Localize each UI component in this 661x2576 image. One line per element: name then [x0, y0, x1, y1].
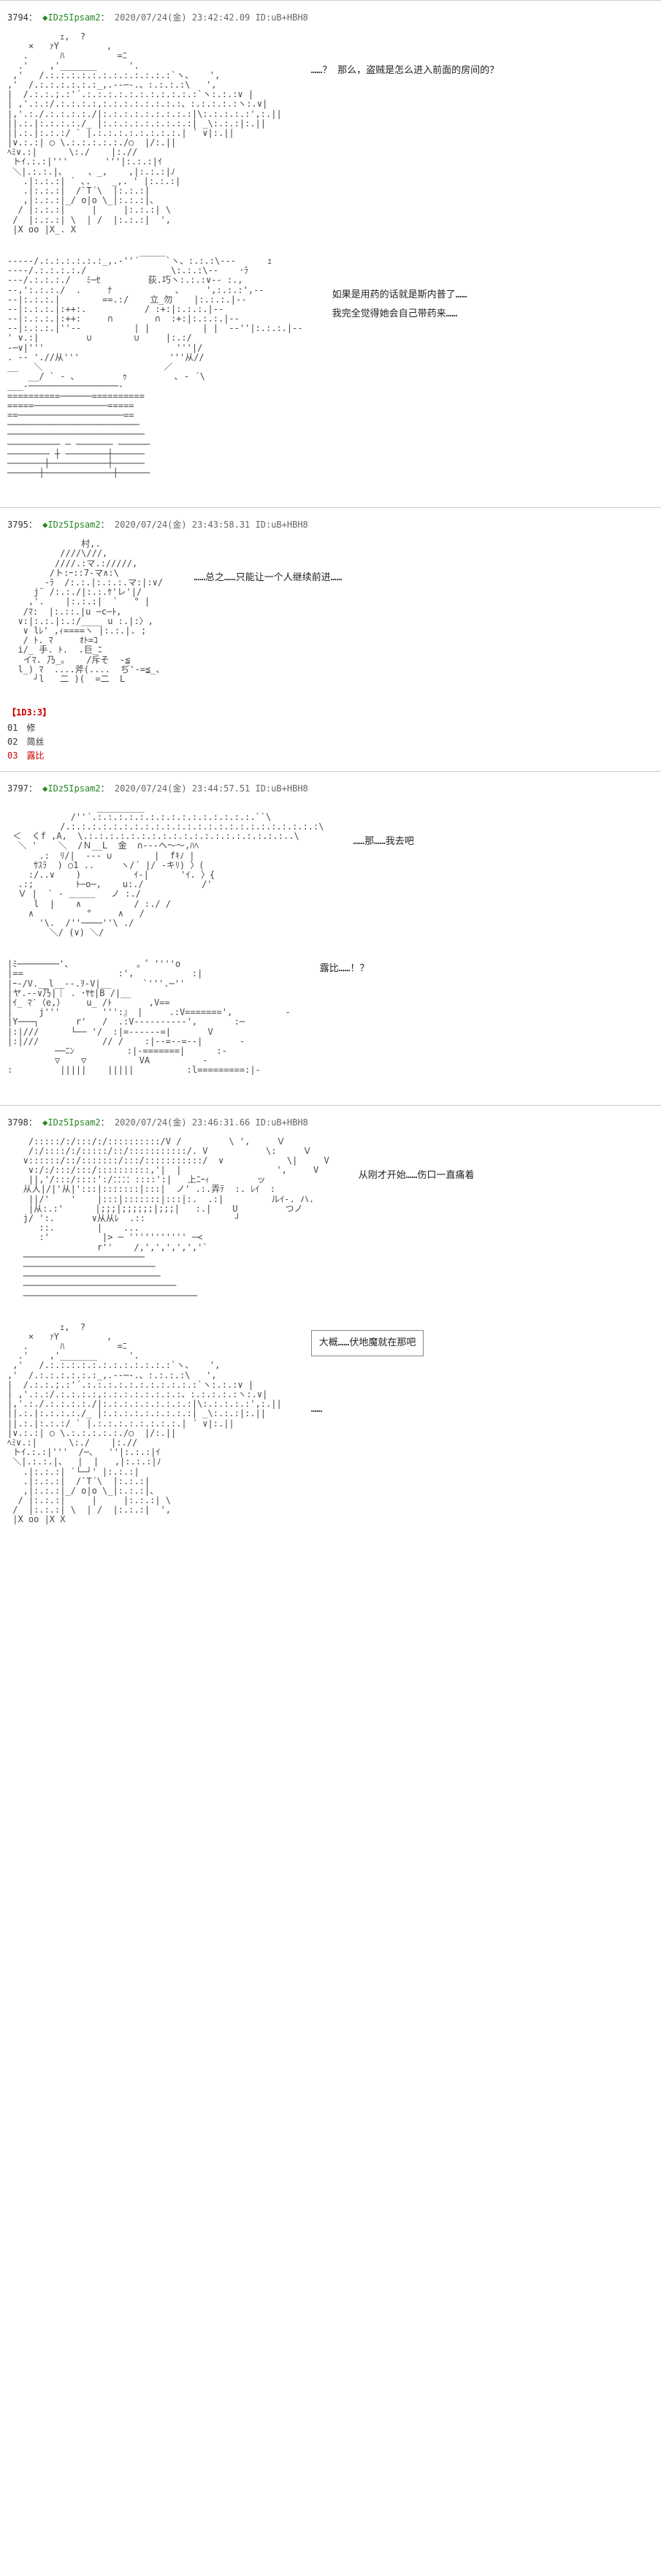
- post-date: 2020/07/24(金): [115, 783, 187, 794]
- dice-roll: 【1D3:3】: [7, 706, 661, 718]
- dialog-text: ……那……我去吧: [353, 832, 413, 851]
- dialog-line: 从刚才开始……伤口一直痛着: [359, 1170, 475, 1181]
- post: 3798： ◆IDz5Ipsam2： 2020/07/24(金) 23:46:3…: [0, 1105, 661, 1554]
- dialog-line: 露比……！？: [320, 963, 370, 974]
- post-header: 3794： ◆IDz5Ipsam2： 2020/07/24(金) 23:42:4…: [7, 11, 661, 23]
- dialog-line: ……: [311, 1400, 424, 1419]
- post-date: 2020/07/24(金): [115, 520, 187, 530]
- choice-num: 01: [7, 723, 18, 733]
- post-trip: ◆IDz5Ipsam2: [42, 783, 100, 794]
- dialog-line: ……总之……只能让一个人继续前进……: [194, 572, 342, 583]
- ascii-art: ｪ, ? × ｧY , . ﾊ =ﾆ .' ,'_______ '. ,' /.…: [7, 1323, 282, 1525]
- post-time: 23:44:57.51: [192, 783, 250, 794]
- choice-num: 03: [7, 751, 18, 761]
- dialog-line: ……那……我去吧: [353, 836, 413, 847]
- dialog-line: 如果是用药的话就是斯内普了……: [332, 286, 467, 305]
- post-trip: ◆IDz5Ipsam2: [42, 520, 100, 530]
- post-header: 3798： ◆IDz5Ipsam2： 2020/07/24(金) 23:46:3…: [7, 1116, 661, 1128]
- post-id: ID:uB+HBH8: [256, 520, 308, 530]
- dialog-text: 大概……伏地魔就在那吧 ……: [311, 1330, 424, 1419]
- post-number: 3795: [7, 520, 28, 530]
- post-trip: ◆IDz5Ipsam2: [42, 1117, 100, 1128]
- post-number: 3794: [7, 12, 28, 23]
- dialog-text: ……？ 那么，盗贼是怎么进入前面的房间的？: [311, 61, 499, 80]
- choice-text: 简丝: [26, 737, 44, 747]
- post: 3797： ◆IDz5Ipsam2： 2020/07/24(金) 23:44:5…: [0, 771, 661, 1105]
- ascii-art: |ﾐ────────'、 。゜''''o |== :', :| |ｰ‐/V.__…: [7, 960, 291, 1075]
- post: 3794： ◆IDz5Ipsam2： 2020/07/24(金) 23:42:4…: [0, 0, 661, 507]
- post-time: 23:42:42.09: [192, 12, 250, 23]
- post-id: ID:uB+HBH8: [256, 783, 308, 794]
- post-header: 3797： ◆IDz5Ipsam2： 2020/07/24(金) 23:44:5…: [7, 782, 661, 794]
- post-id: ID:uB+HBH8: [256, 12, 308, 23]
- choice-text: 露比: [26, 751, 44, 761]
- choices-list: 01 修 02 简丝 03 露比: [7, 721, 661, 764]
- choice-num: 02: [7, 737, 18, 747]
- ascii-art: 村,. ////\///, ////.:マ.://///, /ト:ｰ::7‐マ∧…: [7, 539, 164, 684]
- post-time: 23:43:58.31: [192, 520, 250, 530]
- dialog-text: ……总之……只能让一个人继续前进……: [194, 569, 342, 588]
- ascii-art: /:::::/:/:::/:/::::::::::/V / \ ', Ｖ /:/…: [7, 1137, 329, 1301]
- dialog-text: 露比……！？: [320, 960, 370, 979]
- post: 3795： ◆IDz5Ipsam2： 2020/07/24(金) 23:43:5…: [0, 507, 661, 770]
- ascii-art: _________ /''´.:.:.:.:.:.:.:.:.:.:.:.:.:…: [7, 803, 324, 938]
- post-time: 23:46:31.66: [192, 1117, 250, 1128]
- ascii-art: ｪ, ? × ｧY , . ﾊ =ﾆ .' ,'_______ '. ,' /.…: [7, 32, 282, 235]
- choice-text: 修: [26, 723, 35, 733]
- ascii-art: -----/.:.:.:.:.:.:_,.-''´￣￣￣`ヽ、:.:.:\---…: [7, 257, 303, 478]
- post-date: 2020/07/24(金): [115, 1117, 187, 1128]
- post-number: 3797: [7, 783, 28, 794]
- post-id: ID:uB+HBH8: [256, 1117, 308, 1128]
- post-trip: ◆IDz5Ipsam2: [42, 12, 100, 23]
- dialog-text: 如果是用药的话就是斯内普了…… 我完全觉得她会自己带药来……: [332, 286, 467, 324]
- dialog-line: 我完全觉得她会自己带药来……: [332, 305, 467, 324]
- post-header: 3795： ◆IDz5Ipsam2： 2020/07/24(金) 23:43:5…: [7, 518, 661, 531]
- boxed-dialog: 大概……伏地魔就在那吧: [311, 1330, 424, 1356]
- post-date: 2020/07/24(金): [115, 12, 187, 23]
- dialog-line: ……？ 那么，盗贼是怎么进入前面的房间的？: [311, 65, 499, 76]
- post-number: 3798: [7, 1117, 28, 1128]
- dialog-text: 从刚才开始……伤口一直痛着: [359, 1166, 475, 1185]
